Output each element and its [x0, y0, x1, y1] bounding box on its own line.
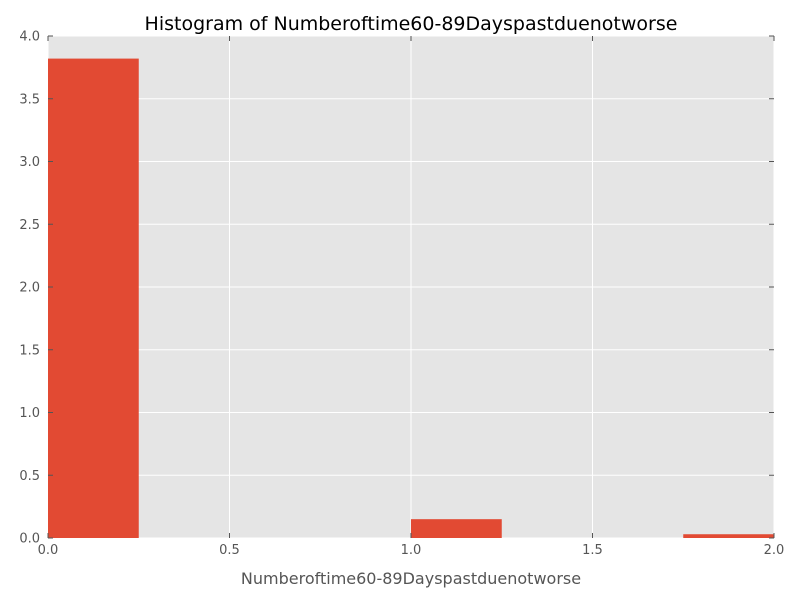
histogram-bar: [411, 519, 502, 538]
y-tick-label: 0.5: [19, 469, 40, 484]
y-tick-labels: 0.0 0.5 1.0 1.5 2.0 2.5 3.0 3.5 4.0: [19, 30, 40, 547]
x-tick-label: 1.0: [401, 543, 422, 558]
histogram-bars: [48, 58, 774, 539]
x-tick-label: 0.0: [38, 543, 59, 558]
x-tick-labels: 0.0 0.5 1.0 1.5 2.0: [38, 543, 785, 558]
y-tick-label: 3.5: [19, 92, 40, 107]
y-tick-label: 0.0: [19, 532, 40, 547]
y-tick-label: 4.0: [19, 30, 40, 45]
y-tick-label: 1.0: [19, 406, 40, 421]
axis-ticks: [47, 35, 775, 539]
y-tick-label: 3.0: [19, 155, 40, 170]
x-tick-label: 2.0: [764, 543, 785, 558]
y-tick-label: 1.5: [19, 343, 40, 358]
chart-title: Histogram of Numberoftime60-89Dayspastdu…: [145, 13, 678, 35]
histogram-bar: [48, 58, 139, 539]
x-tick-label: 0.5: [219, 543, 240, 558]
x-tick-label: 1.5: [582, 543, 603, 558]
x-axis-label: Numberoftime60-89Dayspastduenotworse: [241, 569, 581, 588]
y-tick-label: 2.5: [19, 218, 40, 233]
y-tick-label: 2.0: [19, 281, 40, 296]
histogram-bar: [683, 534, 774, 538]
